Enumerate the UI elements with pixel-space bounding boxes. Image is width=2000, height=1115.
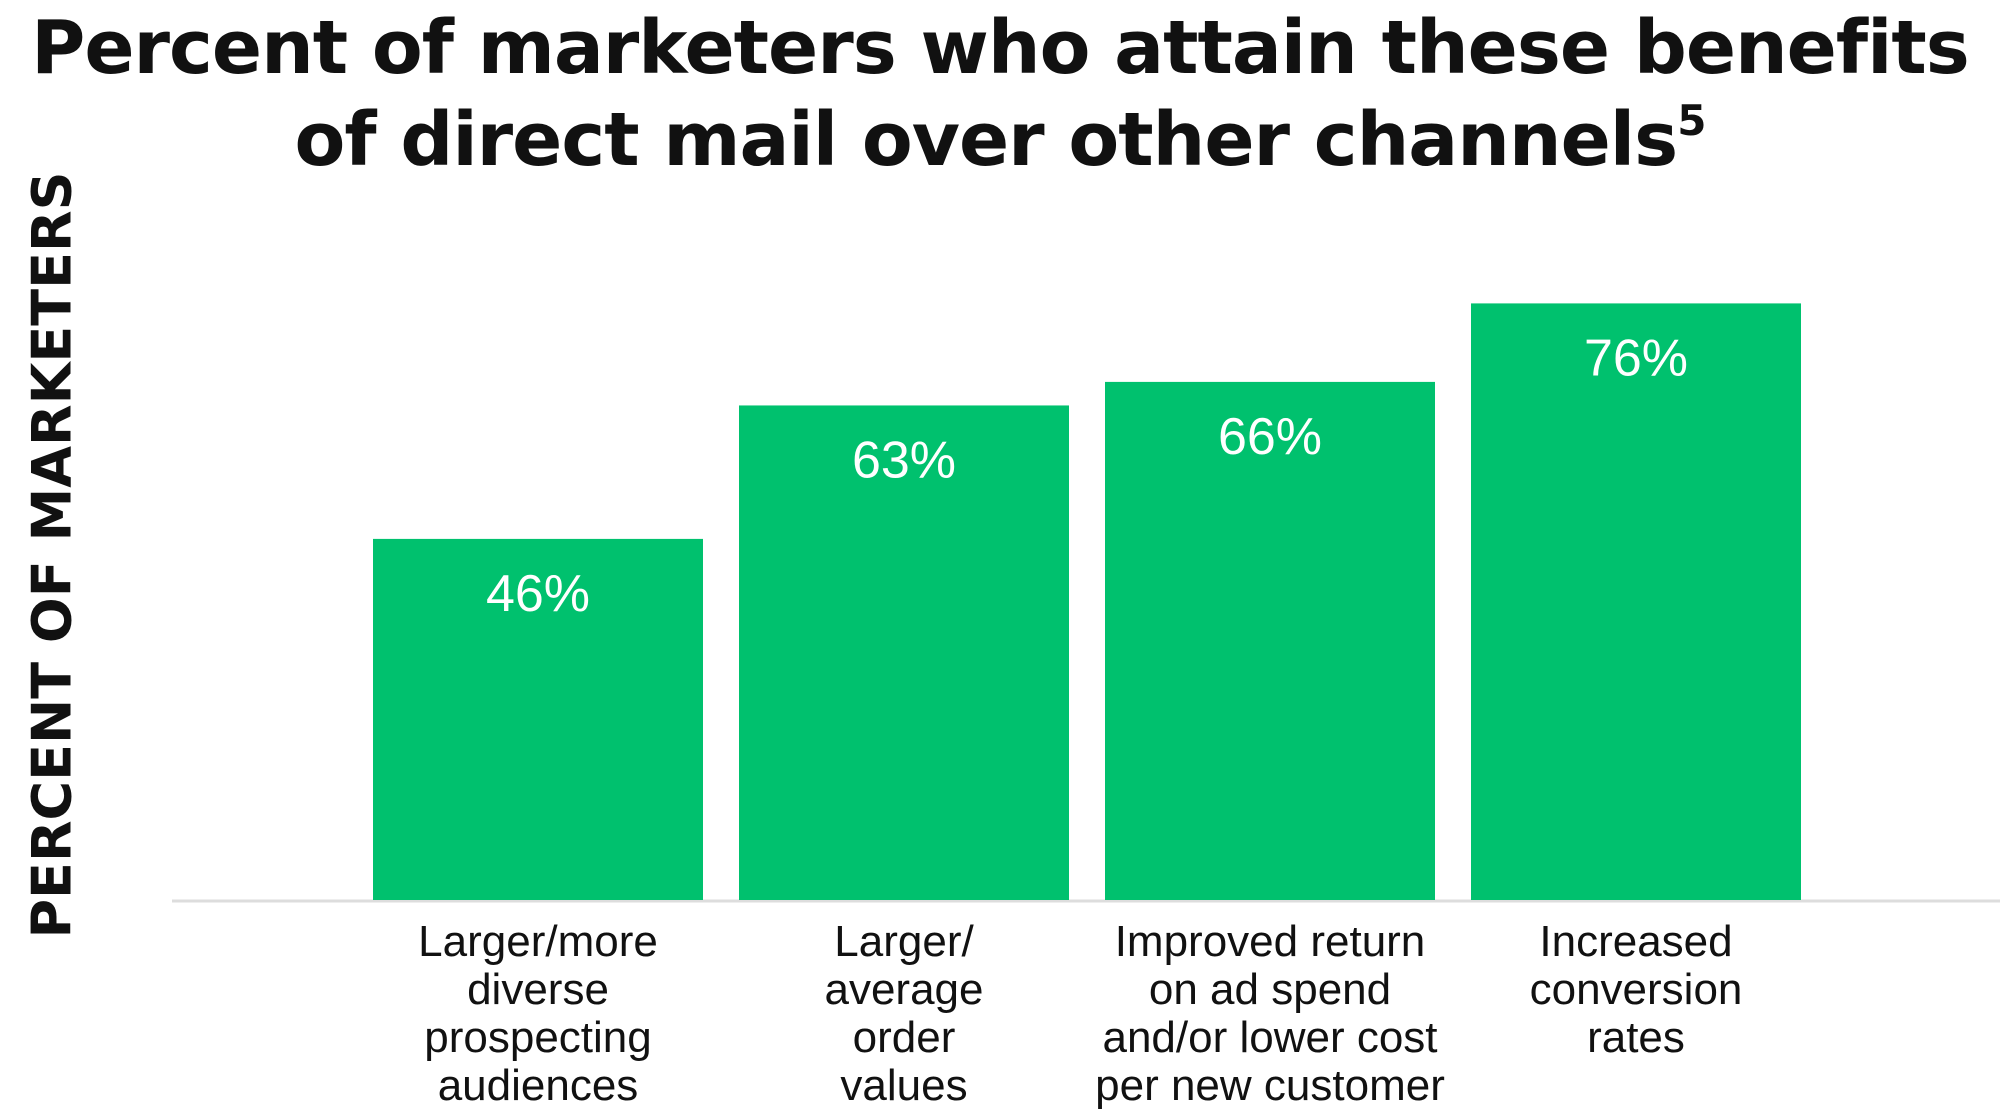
x-tick-label-1: Larger/more diverse prospecting audience… — [418, 917, 658, 1110]
chart-title-line-2-text: of direct mail over other channels — [294, 97, 1679, 183]
bar-value-label-2: 63% — [852, 431, 956, 489]
bar-value-label-3: 66% — [1218, 408, 1322, 466]
chart-title-line-1: Percent of marketers who attain these be… — [31, 5, 1970, 91]
bar-2 — [739, 405, 1069, 900]
bar-value-label-4: 76% — [1584, 329, 1688, 387]
chart-title-line-2: of direct mail over other channels5 — [0, 94, 2000, 186]
chart-title: Percent of marketers who attain these be… — [0, 2, 2000, 186]
bar-value-label-1: 46% — [486, 565, 590, 623]
bar-3 — [1105, 381, 1435, 900]
x-tick-label-4: Increased conversion rates — [1529, 917, 1743, 1062]
x-tick-label-2: Larger/ average order values — [824, 917, 984, 1110]
footnote-marker: 5 — [1677, 96, 1706, 145]
bar-1 — [373, 538, 703, 900]
x-tick-label-3: Improved return on ad spend and/or lower… — [1095, 917, 1445, 1110]
bar-4 — [1471, 303, 1801, 900]
